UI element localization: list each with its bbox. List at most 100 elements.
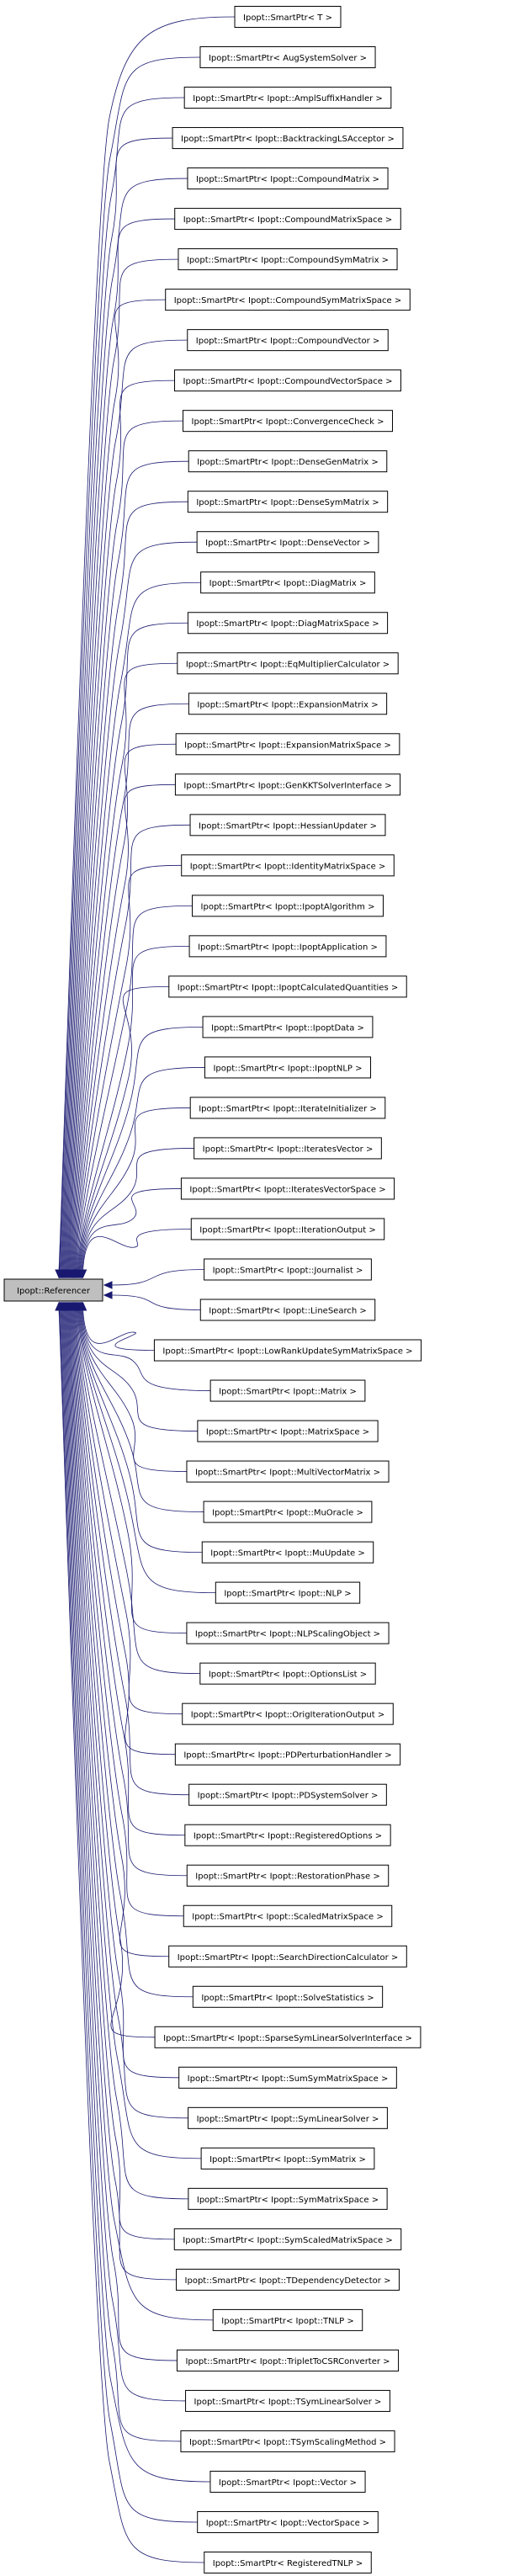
class-node[interactable]: Ipopt::SmartPtr< Ipopt::OptionsList > <box>199 1662 376 1685</box>
inheritance-edge <box>81 1148 194 1272</box>
class-node[interactable]: Ipopt::SmartPtr< Ipopt::IdentityMatrixSp… <box>181 854 395 877</box>
class-node[interactable]: Ipopt::SmartPtr< Ipopt::NLP > <box>215 1581 361 1604</box>
class-node-label: Ipopt::SmartPtr< Ipopt::OptionsList > <box>209 1670 367 1680</box>
class-node[interactable]: Ipopt::SmartPtr< Ipopt::ExpansionMatrixS… <box>175 733 400 756</box>
class-node[interactable]: Ipopt::SmartPtr< Ipopt::MuOracle > <box>203 1500 373 1523</box>
class-node[interactable]: Ipopt::SmartPtr< Ipopt::NLPScalingObject… <box>186 1622 390 1644</box>
class-node[interactable]: Ipopt::SmartPtr< Ipopt::ConvergenceCheck… <box>183 410 393 433</box>
class-node[interactable]: Ipopt::SmartPtr< Ipopt::IpoptData > <box>202 1016 374 1038</box>
class-node[interactable]: Ipopt::SmartPtr< Ipopt::BacktrackingLSAc… <box>172 127 404 150</box>
class-node[interactable]: Ipopt::SmartPtr< Ipopt::ScaledMatrixSpac… <box>183 1904 393 1927</box>
arrowhead-icon <box>55 1301 63 1311</box>
class-node-box <box>176 2268 400 2291</box>
class-node[interactable]: Ipopt::SmartPtr< Ipopt::CompoundMatrixSp… <box>174 208 401 231</box>
class-node-box <box>186 1460 390 1483</box>
inheritance-edge <box>70 622 188 1272</box>
class-node[interactable]: Ipopt::SmartPtr< Ipopt::CompoundMatrix > <box>187 167 389 190</box>
class-node[interactable]: Ipopt::SmartPtr< Ipopt::SymLinearSolver … <box>188 2106 388 2129</box>
class-node[interactable]: Ipopt::SmartPtr< Ipopt::SymScaledMatrixS… <box>173 2228 402 2250</box>
class-node[interactable]: Ipopt::SmartPtr< Ipopt::DenseGenMatrix > <box>188 450 388 473</box>
class-node[interactable]: Ipopt::SmartPtr< Ipopt::DenseSymMatrix > <box>187 491 389 513</box>
class-node[interactable]: Ipopt::SmartPtr< Ipopt::MuUpdate > <box>201 1541 374 1564</box>
class-node[interactable]: Ipopt::SmartPtr< Ipopt::IterateInitializ… <box>189 1097 386 1119</box>
class-node[interactable]: Ipopt::SmartPtr< Ipopt::Vector > <box>209 2470 366 2493</box>
class-node[interactable]: Ipopt::SmartPtr< Ipopt::AmplSuffixHandle… <box>183 87 392 109</box>
class-node[interactable]: Ipopt::SmartPtr< Ipopt::SymMatrixSpace > <box>188 2187 388 2210</box>
class-node[interactable]: Ipopt::SmartPtr< Ipopt::PDSystemSolver > <box>188 1783 387 1806</box>
class-node[interactable]: Ipopt::SmartPtr< Ipopt::IpoptAlgorithm > <box>192 895 384 917</box>
class-node[interactable]: Ipopt::SmartPtr< Ipopt::SearchDirectionC… <box>168 1945 407 1968</box>
class-node[interactable]: Ipopt::SmartPtr< Ipopt::SolveStatistics … <box>192 1985 384 2008</box>
class-node[interactable]: Ipopt::SmartPtr< AugSystemSolver > <box>199 46 376 69</box>
class-node[interactable]: Ipopt::SmartPtr< Ipopt::LowRankUpdateSym… <box>153 1339 422 1362</box>
class-node[interactable]: Ipopt::SmartPtr< Ipopt::IteratesVector > <box>194 1137 382 1160</box>
class-node[interactable]: Ipopt::SmartPtr< Ipopt::VectorSpace > <box>197 2510 379 2533</box>
class-node-label: Ipopt::SmartPtr< Ipopt::DenseGenMatrix > <box>197 458 379 467</box>
class-node[interactable]: Ipopt::SmartPtr< Ipopt::CompoundVector > <box>187 329 389 352</box>
inheritance-edge <box>82 1229 192 1272</box>
class-node[interactable]: Ipopt::SmartPtr< Ipopt::SymMatrix > <box>200 2147 375 2170</box>
class-node-label: Ipopt::SmartPtr< Ipopt::MultiVectorMatri… <box>195 1469 380 1478</box>
class-node[interactable]: Ipopt::SmartPtr< Ipopt::MatrixSpace > <box>197 1420 379 1442</box>
class-node[interactable]: Ipopt::SmartPtr< Ipopt::SparseSymLinearS… <box>154 2026 422 2048</box>
class-node[interactable]: Ipopt::SmartPtr< Ipopt::IpoptNLP > <box>204 1056 372 1079</box>
class-node[interactable]: Ipopt::SmartPtr< Ipopt::CompoundSymMatri… <box>165 289 411 311</box>
inheritance-edge <box>72 1309 188 1877</box>
class-node[interactable]: Ipopt::SmartPtr< Ipopt::SumSymMatrixSpac… <box>178 2066 397 2089</box>
class-node[interactable]: Ipopt::SmartPtr< Ipopt::LineSearch > <box>199 1299 376 1321</box>
class-node[interactable]: Ipopt::SmartPtr< Ipopt::IpoptApplication… <box>188 935 387 958</box>
class-node-box <box>187 167 389 190</box>
class-node-box <box>192 1985 384 2008</box>
class-node-label: Ipopt::SmartPtr< Ipopt::LowRankUpdateSym… <box>162 1347 412 1357</box>
class-node[interactable]: Ipopt::SmartPtr< Ipopt::Matrix > <box>209 1379 366 1402</box>
inheritance-edge <box>73 783 176 1272</box>
class-node[interactable]: Ipopt::SmartPtr< Ipopt::DenseVector > <box>196 531 379 554</box>
nodes: Ipopt::SmartPtr< T >Ipopt::SmartPtr< Aug… <box>153 6 422 2573</box>
root-node[interactable]: Ipopt::Referencer <box>3 1278 103 1302</box>
class-node[interactable]: Ipopt::SmartPtr< Ipopt::MultiVectorMatri… <box>186 1460 390 1483</box>
class-node[interactable]: Ipopt::SmartPtr< Ipopt::EqMultiplierCalc… <box>177 652 399 675</box>
class-node[interactable]: Ipopt::SmartPtr< Ipopt::IteratesVectorSp… <box>180 1177 395 1200</box>
class-node-box <box>178 248 398 271</box>
class-node[interactable]: Ipopt::SmartPtr< RegisteredTNLP > <box>204 2552 372 2573</box>
class-node[interactable]: Ipopt::SmartPtr< Ipopt::OrigIterationOut… <box>182 1702 394 1725</box>
class-node[interactable]: Ipopt::SmartPtr< Ipopt::IterationOutput … <box>190 1218 385 1240</box>
class-node-box <box>197 1420 379 1442</box>
class-node[interactable]: Ipopt::SmartPtr< Ipopt::DiagMatrixSpace … <box>187 612 389 635</box>
inheritance-edge <box>72 703 189 1272</box>
class-node[interactable]: Ipopt::SmartPtr< Ipopt::RestorationPhase… <box>186 1864 390 1887</box>
class-node-label: Ipopt::SmartPtr< Ipopt::SymLinearSolver … <box>197 2115 379 2124</box>
class-node[interactable]: Ipopt::SmartPtr< Ipopt::TNLP > <box>212 2308 363 2331</box>
class-node[interactable]: Ipopt::SmartPtr< Ipopt::GenKKTSolverInte… <box>174 773 401 796</box>
class-node-label: Ipopt::SmartPtr< Ipopt::TripletToCSRConv… <box>185 2357 390 2366</box>
class-node[interactable]: Ipopt::SmartPtr< Ipopt::TSymLinearSolver… <box>185 2389 390 2412</box>
class-node-label: Ipopt::SmartPtr< T > <box>243 13 332 23</box>
class-node[interactable]: Ipopt::SmartPtr< Ipopt::RegisteredOption… <box>184 1824 391 1846</box>
class-node[interactable]: Ipopt::SmartPtr< Ipopt::HessianUpdater > <box>189 814 386 837</box>
inheritance-edge <box>69 582 201 1272</box>
edges <box>55 16 236 2563</box>
class-node[interactable]: Ipopt::SmartPtr< T > <box>234 6 342 28</box>
class-node-label: Ipopt::SmartPtr< Ipopt::IterationOutput … <box>199 1225 375 1235</box>
class-node-box <box>209 2470 366 2493</box>
class-node[interactable]: Ipopt::SmartPtr< Ipopt::TDependencyDetec… <box>176 2268 400 2291</box>
class-node[interactable]: Ipopt::SmartPtr< Ipopt::Journalist > <box>204 1258 372 1281</box>
class-node[interactable]: Ipopt::SmartPtr< Ipopt::TSymScalingMetho… <box>180 2430 395 2452</box>
class-node-box <box>189 1097 386 1119</box>
class-node-box <box>202 1016 374 1038</box>
class-node[interactable]: Ipopt::SmartPtr< Ipopt::CompoundVectorSp… <box>174 369 401 392</box>
class-node-box <box>174 208 401 231</box>
class-node-box <box>188 2187 388 2210</box>
class-node[interactable]: Ipopt::SmartPtr< Ipopt::PDPerturbationHa… <box>174 1743 401 1766</box>
class-node[interactable]: Ipopt::SmartPtr< Ipopt::DiagMatrix > <box>200 571 375 594</box>
class-node-label: Ipopt::SmartPtr< Ipopt::CompoundMatrix > <box>196 175 379 184</box>
class-node[interactable]: Ipopt::SmartPtr< Ipopt::TripletToCSRConv… <box>176 2349 400 2372</box>
class-node-label: Ipopt::SmartPtr< Ipopt::LineSearch > <box>209 1307 366 1316</box>
class-node-box <box>178 2066 397 2089</box>
class-node-label: Ipopt::SmartPtr< Ipopt::IpoptApplication… <box>198 943 378 952</box>
inheritance-edge <box>110 1294 201 1310</box>
class-node[interactable]: Ipopt::SmartPtr< Ipopt::ExpansionMatrix … <box>188 693 388 715</box>
class-node[interactable]: Ipopt::SmartPtr< Ipopt::CompoundSymMatri… <box>178 248 398 271</box>
class-node[interactable]: Ipopt::SmartPtr< Ipopt::IpoptCalculatedQ… <box>168 975 407 998</box>
class-node-label: Ipopt::SmartPtr< Ipopt::IpoptAlgorithm > <box>201 902 375 911</box>
